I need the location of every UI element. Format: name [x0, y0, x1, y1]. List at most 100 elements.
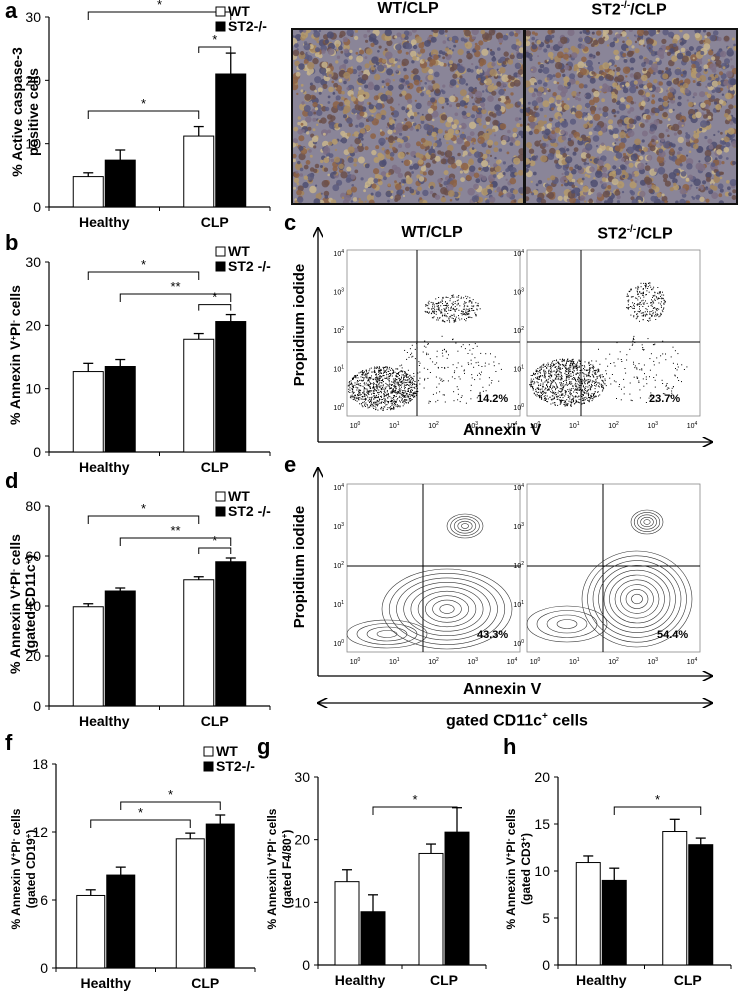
- flow-event: [364, 374, 366, 376]
- flow-event: [409, 348, 411, 350]
- cell-nucleus: [323, 190, 330, 197]
- flow-event: [549, 366, 551, 367]
- flow-event: [543, 390, 545, 392]
- flow-event: [361, 405, 363, 407]
- flow-event: [542, 385, 544, 387]
- flow-event: [469, 349, 471, 351]
- flow-event: [581, 378, 583, 380]
- flow-event: [446, 305, 448, 307]
- bar-a-WT-CLP: [183, 135, 215, 208]
- flow-event: [550, 403, 552, 405]
- flow-event: [590, 379, 592, 381]
- flow-event: [560, 368, 562, 370]
- flow-x-tick: 104: [507, 657, 518, 666]
- flow-event: [400, 371, 402, 372]
- flow-event: [559, 400, 561, 402]
- flow-event: [538, 385, 540, 387]
- flow-y-tick: 104: [513, 483, 524, 492]
- flow-event: [568, 368, 570, 370]
- flow-contour: [637, 514, 657, 530]
- flow-event: [546, 367, 548, 369]
- flow-event: [443, 315, 445, 316]
- flow-event: [379, 398, 381, 400]
- flow-event: [446, 305, 448, 307]
- flow-event: [364, 382, 365, 384]
- flow-event: [567, 375, 569, 377]
- flow-event: [397, 392, 399, 394]
- cell-nucleus: [418, 153, 424, 159]
- cell-nucleus: [354, 169, 359, 174]
- flow-event: [409, 397, 411, 399]
- flow-event: [410, 376, 412, 378]
- flow-y-tick-exp: 1: [341, 600, 344, 606]
- flow-event: [580, 363, 582, 365]
- flow-event: [662, 353, 664, 355]
- cell-nucleus: [409, 165, 414, 170]
- flow-event: [431, 308, 433, 310]
- cell-nucleus: [571, 90, 577, 97]
- cell-nucleus: [492, 55, 496, 59]
- flow-event: [565, 390, 567, 392]
- flow-event: [488, 377, 490, 379]
- flow-event: [432, 361, 434, 363]
- flow-event: [423, 367, 425, 369]
- cell-nucleus: [498, 148, 503, 152]
- flow-event: [407, 379, 409, 381]
- flow-event: [570, 373, 572, 375]
- flow-event: [636, 287, 638, 289]
- cell-nucleus: [471, 147, 475, 150]
- flow-event: [488, 384, 490, 386]
- flow-event: [639, 306, 640, 308]
- flow-event: [572, 358, 574, 360]
- cell-nucleus: [481, 108, 487, 115]
- legend-label-st2-b: ST2 -/-: [228, 258, 271, 274]
- flow-event: [376, 367, 378, 369]
- flow-event: [414, 393, 416, 395]
- flow-event: [461, 318, 463, 320]
- flow-event: [372, 392, 374, 394]
- flow-event: [580, 398, 582, 400]
- flow-event: [412, 378, 414, 380]
- flow-event: [591, 381, 593, 383]
- flow-event: [437, 399, 439, 401]
- flow-event: [634, 367, 636, 369]
- flow-event: [436, 305, 438, 307]
- cell-nucleus: [474, 42, 478, 46]
- flow-event: [573, 377, 575, 378]
- flow-event: [638, 287, 640, 289]
- cell-nucleus: [429, 185, 434, 190]
- cell-nucleus: [489, 49, 493, 52]
- cell-nucleus: [413, 155, 417, 158]
- cell-nucleus: [471, 195, 479, 203]
- cell-nucleus: [303, 43, 311, 51]
- cell-nucleus: [505, 95, 510, 100]
- flow-event: [484, 362, 486, 364]
- flow-event: [648, 397, 650, 399]
- cell-nucleus: [370, 192, 374, 196]
- cell-nucleus: [711, 89, 716, 94]
- flow-event: [552, 360, 554, 362]
- flow-event: [403, 390, 405, 392]
- flow-event: [599, 394, 601, 396]
- cell-nucleus: [463, 137, 466, 140]
- flow-event: [466, 298, 468, 300]
- flow-event: [434, 363, 436, 365]
- bar-d-ST2-CLP: [215, 561, 247, 707]
- cell-nucleus: [378, 45, 382, 49]
- y-axis-title-line2: (gated CD3: [519, 841, 533, 905]
- cell-nucleus: [428, 68, 434, 74]
- flow-event: [384, 392, 386, 394]
- cell-nucleus: [297, 121, 301, 126]
- flow-event: [384, 367, 386, 368]
- cell-nucleus: [300, 122, 304, 126]
- flow-event: [581, 394, 583, 396]
- flow-event: [404, 399, 406, 400]
- significance-bracket-d: [119, 537, 232, 546]
- flow-event: [447, 380, 449, 382]
- cell-nucleus: [620, 137, 627, 144]
- flow-event: [588, 372, 590, 374]
- bar-a-WT-Healthy: [72, 176, 104, 208]
- flow-event: [377, 392, 379, 394]
- flow-event: [464, 305, 466, 307]
